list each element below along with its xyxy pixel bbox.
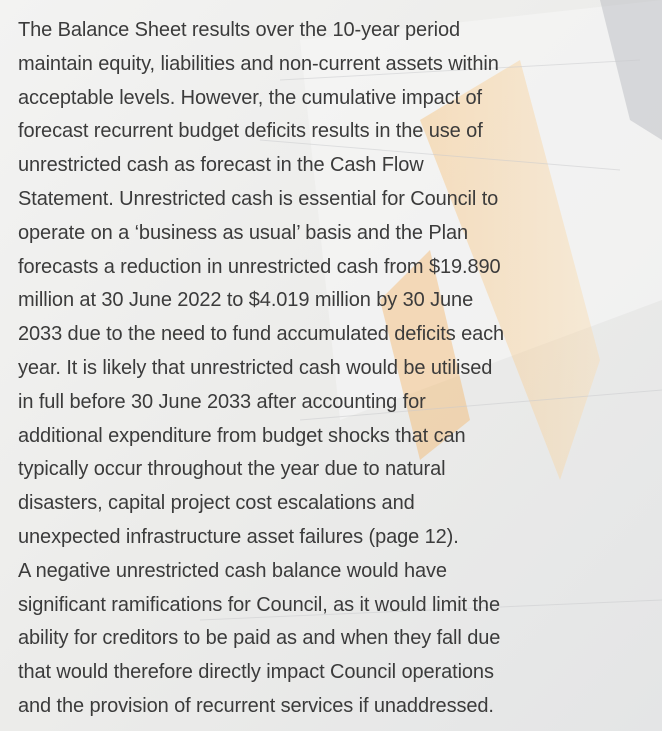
text-line: million at 30 June 2022 to $4.019 millio…	[18, 284, 658, 318]
text-line: disasters, capital project cost escalati…	[18, 487, 658, 521]
text-line: unexpected infrastructure asset failures…	[18, 521, 658, 555]
text-line: unrestricted cash as forecast in the Cas…	[18, 149, 658, 183]
text-line: 2033 due to the need to fund accumulated…	[18, 318, 658, 352]
body-text: The Balance Sheet results over the 10-ye…	[18, 14, 658, 724]
text-line: typically occur throughout the year due …	[18, 453, 658, 487]
text-line: The Balance Sheet results over the 10-ye…	[18, 14, 658, 48]
text-line: acceptable levels. However, the cumulati…	[18, 82, 658, 116]
text-line: significant ramifications for Council, a…	[18, 589, 658, 623]
text-line: A negative unrestricted cash balance wou…	[18, 555, 658, 589]
text-line: Statement. Unrestricted cash is essentia…	[18, 183, 658, 217]
text-line: forecasts a reduction in unrestricted ca…	[18, 251, 658, 285]
text-line: and the provision of recurrent services …	[18, 690, 658, 724]
text-line: in full before 30 June 2033 after accoun…	[18, 386, 658, 420]
text-line: ability for creditors to be paid as and …	[18, 622, 658, 656]
paragraph: The Balance Sheet results over the 10-ye…	[18, 14, 658, 555]
text-line: operate on a ‘business as usual’ basis a…	[18, 217, 658, 251]
page: The Balance Sheet results over the 10-ye…	[0, 0, 662, 731]
text-line: year. It is likely that unrestricted cas…	[18, 352, 658, 386]
text-line: that would therefore directly impact Cou…	[18, 656, 658, 690]
text-line: forecast recurrent budget deficits resul…	[18, 115, 658, 149]
text-line: additional expenditure from budget shock…	[18, 420, 658, 454]
text-line: maintain equity, liabilities and non-cur…	[18, 48, 658, 82]
paragraph: A negative unrestricted cash balance wou…	[18, 555, 658, 724]
